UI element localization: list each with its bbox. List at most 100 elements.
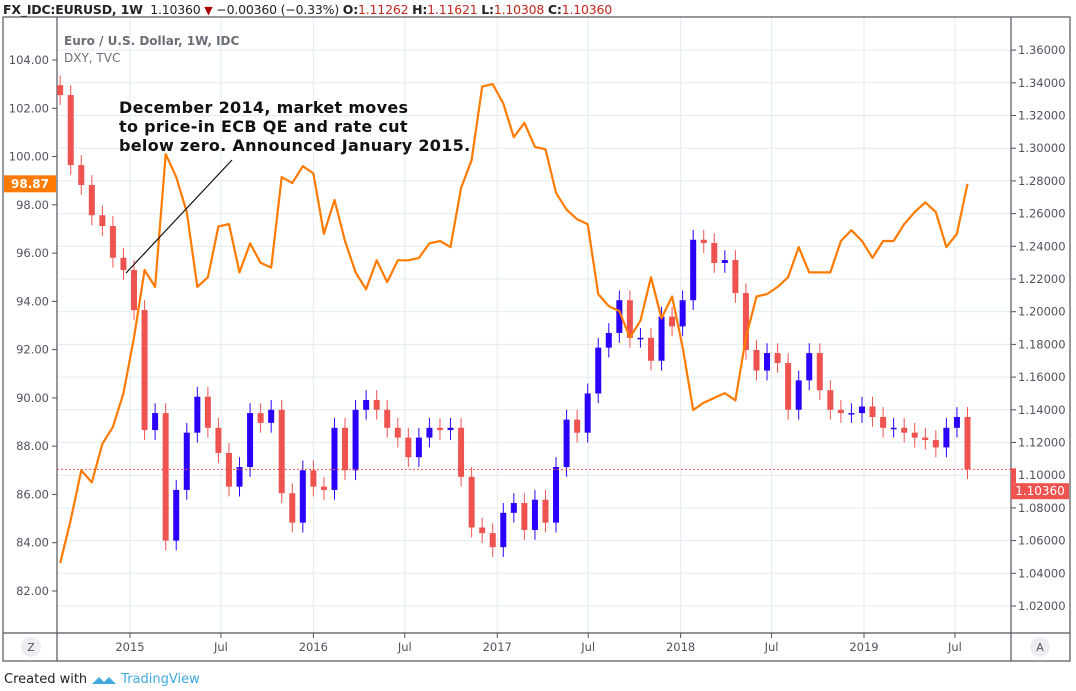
- candle: [690, 229, 697, 311]
- left-price-axis[interactable]: 82.00 84.00 86.00 88.00 90.00 92.00 94.00 96.00…: [9, 53, 57, 598]
- time-axis-label: Jul: [213, 640, 228, 654]
- candle: [152, 403, 159, 440]
- candle-body: [215, 427, 222, 453]
- candle-body: [626, 300, 633, 338]
- candle-body: [732, 260, 739, 294]
- candle: [194, 386, 201, 443]
- left-axis-label: 100.00: [9, 150, 49, 164]
- left-last-price-text: 98.87: [11, 177, 49, 191]
- candle-body: [690, 239, 697, 301]
- candle-body: [109, 226, 116, 258]
- chart-frame: [2, 16, 1071, 662]
- candle-body: [869, 406, 876, 417]
- candle-body: [901, 427, 908, 433]
- candle-body: [679, 300, 686, 327]
- candle: [57, 75, 64, 105]
- candle: [479, 517, 486, 543]
- annotation[interactable]: December 2014, market moves to price-in …: [119, 98, 470, 274]
- candle-body: [816, 353, 823, 391]
- candle: [247, 403, 254, 477]
- time-axis-label: Jul: [580, 640, 595, 654]
- symbol-title: FX_IDC:EURUSD, 1W: [3, 2, 143, 17]
- candle: [489, 523, 496, 557]
- candle-body: [173, 489, 180, 541]
- candle: [595, 337, 602, 404]
- auto-scale-button[interactable]: A: [1030, 637, 1050, 657]
- candle-body: [531, 499, 538, 530]
- annotation-line-2: to price-in ECB QE and rate cut: [119, 117, 408, 136]
- candle-body: [67, 95, 74, 166]
- symbol-header: FX_IDC:EURUSD, 1W 1.10360 ▼ −0.00360 (−0…: [3, 2, 612, 17]
- footer: Created with TradingView: [4, 672, 200, 687]
- time-axis-label: 2016: [299, 640, 328, 654]
- candle-body: [320, 486, 327, 490]
- candle: [669, 306, 676, 337]
- footer-prefix: Created with: [4, 672, 88, 687]
- candle: [626, 290, 633, 348]
- tradingview-link[interactable]: TradingView: [121, 672, 200, 687]
- candle: [732, 250, 739, 303]
- candle: [510, 493, 517, 523]
- candle-body: [647, 337, 654, 361]
- candle: [373, 390, 380, 420]
- close-label: C:: [547, 2, 562, 17]
- candle-body: [510, 502, 517, 513]
- candle-body: [268, 409, 275, 423]
- candle-body: [236, 467, 243, 487]
- time-axis-label: 2019: [849, 640, 878, 654]
- annotation-line-1: December 2014, market moves: [119, 98, 408, 117]
- high-label: H:: [412, 2, 428, 17]
- candle-body: [194, 396, 201, 433]
- candle-body: [911, 432, 918, 438]
- candle: [225, 443, 232, 497]
- candle-body: [247, 413, 254, 468]
- right-price-axis[interactable]: 1.02000 1.04000 1.06000 1.08000 1.10000 1.120…: [1011, 43, 1066, 613]
- timezone-button[interactable]: Z: [21, 637, 41, 657]
- low-value: 1.10308: [493, 2, 545, 17]
- right-axis-label: 1.28000: [1018, 174, 1066, 188]
- candle-body: [890, 427, 897, 430]
- last-price: 1.10360: [150, 2, 201, 17]
- candle: [711, 233, 718, 273]
- left-axis-label: 94.00: [16, 294, 49, 308]
- candle: [183, 422, 190, 500]
- open-label: O:: [342, 2, 359, 17]
- right-axis-label: 1.08000: [1018, 501, 1066, 515]
- time-axis[interactable]: 2015 Jul 2016 Jul 2017 Jul 2018 Jul 2019 Jul: [115, 633, 962, 654]
- candle: [447, 417, 454, 440]
- candle: [236, 457, 243, 497]
- tradingview-logo-icon: [92, 676, 117, 684]
- candle-body: [342, 427, 349, 471]
- candle-body: [563, 419, 570, 468]
- candle-body: [447, 427, 454, 431]
- candle: [953, 407, 960, 438]
- candle: [774, 343, 781, 373]
- right-axis-label: 1.32000: [1018, 109, 1066, 123]
- candle: [785, 353, 792, 420]
- candle: [531, 489, 538, 540]
- legend-main: Euro / U.S. Dollar, 1W, IDC: [64, 34, 240, 48]
- candle: [605, 323, 612, 358]
- right-axis-label: 1.26000: [1018, 207, 1066, 221]
- candle: [521, 493, 528, 540]
- candle: [331, 417, 338, 500]
- candle: [342, 417, 349, 481]
- candle: [858, 396, 865, 423]
- candle-body: [500, 512, 507, 548]
- candle-body: [141, 310, 148, 431]
- candle-body: [183, 432, 190, 490]
- candle: [880, 407, 887, 438]
- candle-body: [837, 409, 844, 414]
- right-axis-label: 1.12000: [1018, 436, 1066, 450]
- candle: [700, 229, 707, 253]
- candle-body: [120, 257, 127, 271]
- auto-scale-button-label: A: [1036, 641, 1044, 654]
- candle-body: [605, 332, 612, 348]
- candle-body: [204, 396, 211, 428]
- annotation-arrow: [125, 159, 233, 274]
- candle-body: [88, 184, 95, 216]
- open-value: 1.11262: [358, 2, 409, 17]
- candle-body: [415, 437, 422, 458]
- candle-body: [394, 427, 401, 438]
